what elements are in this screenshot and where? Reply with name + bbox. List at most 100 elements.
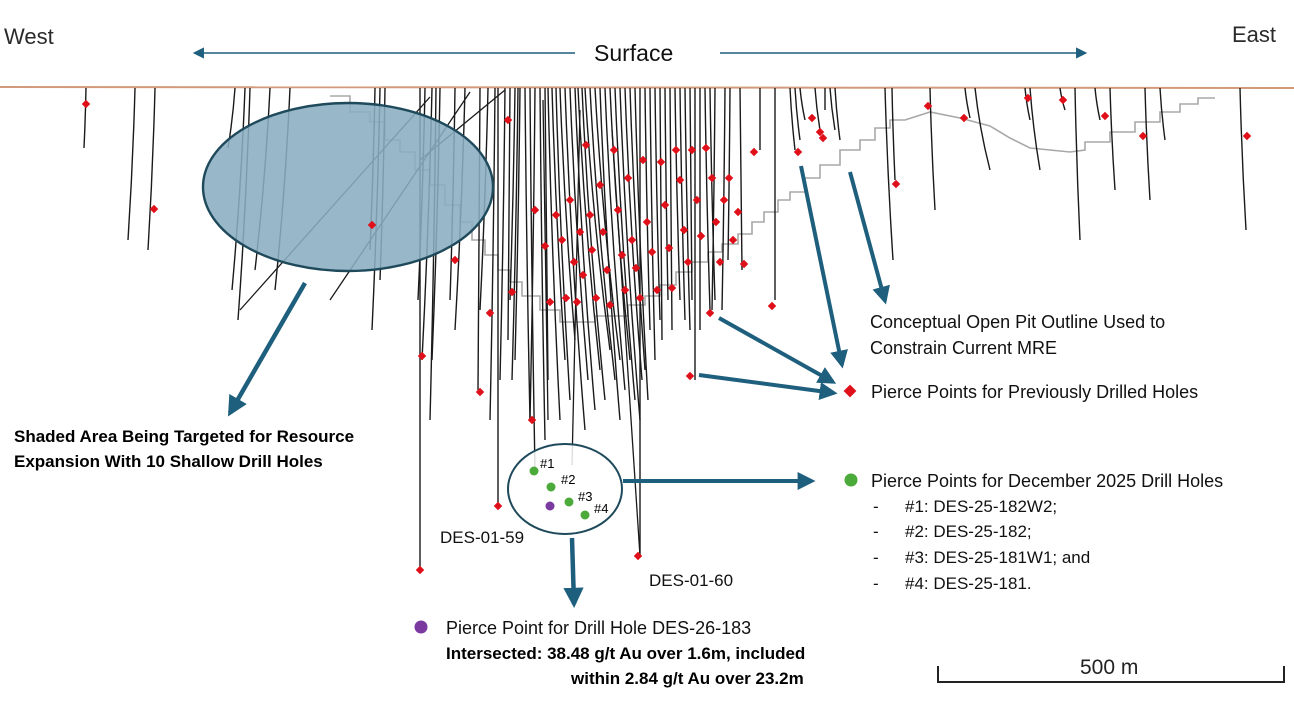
shaded-area-label-line2: Expansion With 10 Shallow Drill Holes [14, 452, 323, 471]
previous-pierce-point [767, 301, 777, 311]
east-label: East [1232, 22, 1277, 47]
previous-pierce-point [671, 145, 681, 155]
previous-pierce-point [545, 297, 555, 307]
drill-trace [547, 87, 561, 421]
drill-trace [584, 87, 611, 351]
previous-pierce-point [507, 287, 517, 297]
drill-trace [1094, 87, 1101, 121]
drill-trace [581, 87, 606, 401]
shaded-area-label-line1: Shaded Area Being Targeted for Resource [14, 427, 355, 446]
previous-pierce-point [705, 308, 715, 318]
hole-des-01-60-label: DES-01-60 [649, 571, 734, 590]
red-diamond-icon [843, 384, 857, 398]
december-point-4 [580, 510, 590, 520]
december-list-dash-4: - [873, 574, 879, 593]
previous-pierce-point [631, 263, 641, 273]
previous-pierce-point [642, 217, 652, 227]
drill-trace [669, 87, 673, 331]
open-pit-label-line2: Constrain Current MRE [870, 338, 1058, 358]
previous-pierce-point [739, 259, 749, 269]
previous-pierce-point [656, 157, 666, 167]
december-list-item-4: #4: DES-25-181. [905, 574, 1032, 593]
previous-arrow-1 [718, 316, 837, 384]
green-circle-icon [844, 473, 858, 487]
drill-trace [974, 87, 991, 171]
previous-pierce-point [493, 501, 503, 511]
previous-pierce-point [485, 308, 495, 318]
drill-trace [509, 87, 516, 301]
drill-trace [524, 87, 531, 421]
shaded-area-arrow [227, 281, 307, 417]
drill-trace [834, 87, 841, 141]
drill-trace [1239, 87, 1247, 231]
previous-pierce-point [707, 173, 717, 183]
surface-line [0, 86, 1294, 89]
previous-pierce-point [591, 293, 601, 303]
drill-trace [539, 87, 546, 441]
drill-trace [477, 87, 481, 391]
previous-pierce-point [667, 283, 677, 293]
scale-label: 500 m [1080, 656, 1139, 679]
previous-pierce-point [149, 204, 159, 214]
previous-pierce-point [660, 200, 670, 210]
december-list-dash-1: - [873, 497, 879, 516]
hole-des-01-59-label: DES-01-59 [440, 528, 525, 547]
previous-pierce-point [1242, 131, 1252, 141]
drill-trace [1074, 87, 1081, 241]
previous-pierce-point [1100, 111, 1110, 121]
drill-trace [529, 87, 536, 421]
december-list-item-3: #3: DES-25-181W1; and [905, 548, 1091, 567]
previous-pierce-point [551, 210, 561, 220]
drill-trace [611, 129, 641, 557]
des-26-183-point [545, 501, 555, 511]
des-183-arrow [563, 537, 584, 609]
drill-trace [489, 87, 496, 421]
previous-pierce-point [530, 205, 540, 215]
drill-trace [1024, 87, 1031, 121]
drill-trace [709, 87, 716, 301]
drill-trace [499, 87, 506, 381]
previous-pierce-point [715, 257, 725, 267]
drill-trace [684, 87, 691, 331]
drill-trace [679, 87, 686, 321]
december-list-dash-3: - [873, 548, 879, 567]
drill-trace [659, 87, 663, 341]
drill-trace [1109, 87, 1116, 191]
scale-bar [937, 666, 1285, 683]
drill-trace [619, 87, 641, 421]
drill-trace [711, 87, 716, 311]
previous-pierce-point [807, 113, 817, 123]
drill-trace [571, 109, 581, 466]
drill-trace [83, 87, 87, 149]
drill-trace [884, 87, 894, 261]
december-list-item-2: #2: DES-25-182; [905, 522, 1032, 541]
previous-arrow-2 [698, 373, 838, 401]
intersect-line1: Intersected: 38.48 g/t Au over 1.6m, inc… [446, 644, 806, 663]
drill-trace [689, 87, 693, 301]
des-183-label: Pierce Point for Drill Hole DES-26-183 [446, 618, 752, 638]
drill-trace [814, 87, 821, 131]
drill-trace [544, 87, 549, 381]
previous-pierce-point [620, 285, 630, 295]
surface-label: Surface [594, 40, 674, 66]
pit-arrow-1 [799, 165, 848, 369]
december-cluster-outline [507, 443, 623, 535]
previous-pierce-point [749, 147, 759, 157]
previous-pierce-point [701, 143, 711, 153]
previous-pierce-point [569, 257, 579, 267]
previous-pierce-point [724, 173, 734, 183]
point-3-label: #3 [578, 489, 593, 504]
drill-trace [594, 87, 621, 361]
previous-pierce-point [683, 257, 693, 267]
previous-pierce-point [557, 235, 567, 245]
previous-pierce-point [602, 265, 612, 275]
drill-trace [551, 87, 566, 361]
open-pit-label-line1: Conceptual Open Pit Outline Used to [870, 312, 1166, 332]
previous-pierce-point [891, 179, 901, 189]
previous-pierce-point [685, 371, 695, 381]
previous-pierce-point [617, 250, 627, 260]
drill-trace [599, 87, 621, 421]
previous-pierce-point [605, 300, 615, 310]
previous-pierce-point [728, 235, 738, 245]
